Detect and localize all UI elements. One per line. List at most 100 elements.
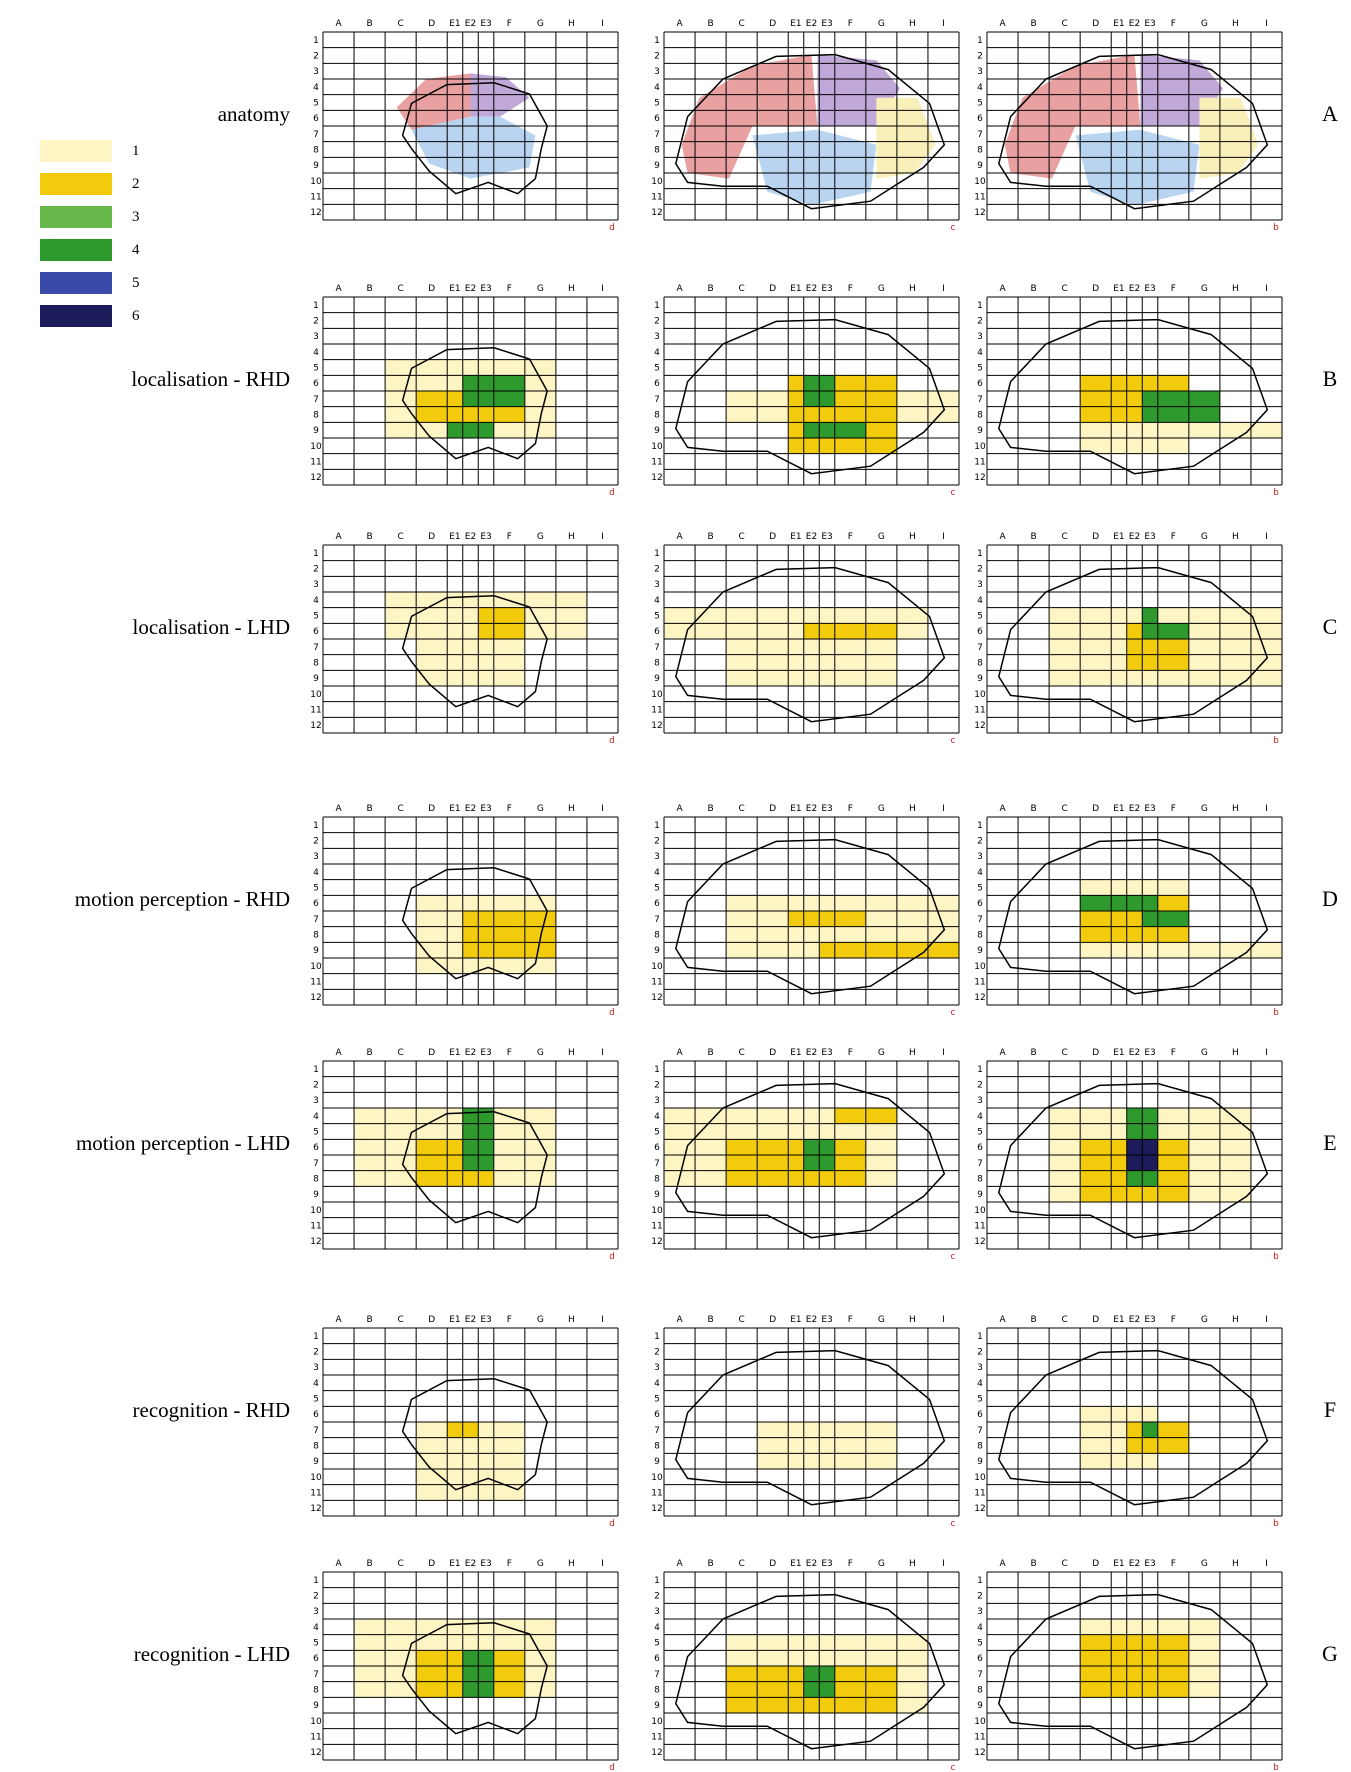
row-number: 3	[654, 332, 660, 342]
row-number: 7	[654, 1159, 660, 1169]
row-number: 12	[310, 1237, 321, 1247]
corner-letter: b	[1273, 1008, 1279, 1018]
col-label: B	[366, 532, 372, 542]
col-label: A	[335, 1315, 342, 1325]
row-number: 4	[977, 83, 983, 93]
row-number: 2	[977, 1081, 983, 1091]
row-number: 3	[313, 1607, 319, 1617]
col-label: B	[1030, 1315, 1036, 1325]
row-number: 5	[977, 364, 983, 374]
col-label: I	[1265, 1048, 1268, 1058]
col-label: H	[568, 284, 575, 294]
row-number: 4	[654, 348, 660, 358]
col-label: D	[1092, 532, 1099, 542]
row-number: 4	[654, 1379, 660, 1389]
col-label: A	[999, 1559, 1006, 1569]
col-label: F	[1171, 19, 1176, 29]
row-number: 12	[651, 208, 662, 218]
row-number: 5	[654, 884, 660, 894]
col-label: D	[428, 804, 435, 814]
legend-swatch	[40, 140, 112, 162]
col-label: E3	[821, 284, 832, 294]
row-number: 10	[310, 1717, 322, 1727]
col-label: A	[999, 804, 1006, 814]
col-label: G	[1201, 532, 1208, 542]
col-label: F	[507, 532, 512, 542]
col-label: H	[1232, 1048, 1239, 1058]
col-label: E2	[1129, 1315, 1140, 1325]
legend-label: 4	[132, 242, 140, 258]
col-label: B	[1030, 1559, 1036, 1569]
col-label: C	[1061, 284, 1067, 294]
col-label: B	[1030, 804, 1036, 814]
row-number: 2	[977, 1592, 983, 1602]
panel: ABCDE1E2E3FGHI123456789101112b	[974, 1559, 1282, 1772]
legend-swatch	[40, 239, 112, 261]
row-number: 5	[977, 884, 983, 894]
col-label: D	[1092, 1315, 1099, 1325]
row-number: 5	[977, 1395, 983, 1405]
row-number: 8	[313, 1442, 319, 1452]
row-number: 4	[313, 1112, 319, 1122]
col-label: D	[769, 804, 776, 814]
col-label: B	[707, 19, 713, 29]
col-label: E2	[465, 804, 476, 814]
panel: ABCDE1E2E3FGHI123456789101112d	[310, 532, 618, 746]
col-label: A	[999, 19, 1006, 29]
row-number: 11	[974, 978, 985, 988]
row-number: 8	[977, 1442, 983, 1452]
col-label: E3	[480, 532, 491, 542]
col-label: G	[537, 532, 544, 542]
row-number: 2	[654, 837, 660, 847]
col-label: F	[507, 1315, 512, 1325]
row-number: 3	[977, 580, 983, 590]
col-label: E2	[1129, 804, 1140, 814]
corner-letter: d	[609, 488, 615, 498]
row-number: 10	[651, 1206, 663, 1216]
row-number: 1	[313, 1576, 319, 1586]
col-label: E2	[465, 284, 476, 294]
col-label: I	[942, 804, 945, 814]
col-label: E3	[480, 19, 491, 29]
col-label: I	[942, 532, 945, 542]
row-number: 1	[313, 1332, 319, 1342]
col-label: A	[676, 804, 683, 814]
col-label: E3	[821, 804, 832, 814]
col-label: E2	[806, 1559, 817, 1569]
row-number: 2	[654, 565, 660, 575]
col-label: B	[1030, 532, 1036, 542]
row-number: 9	[313, 946, 319, 956]
row-label: motion perception - RHD	[75, 887, 290, 911]
col-label: H	[909, 532, 916, 542]
row-label: anatomy	[218, 102, 291, 126]
row-letter: F	[1324, 1397, 1336, 1422]
row-label: localisation - RHD	[131, 367, 290, 391]
row-number: 12	[651, 1504, 662, 1514]
col-label: D	[428, 284, 435, 294]
row-number: 12	[651, 473, 662, 483]
row-label: motion perception - LHD	[76, 1131, 290, 1155]
col-label: F	[1171, 284, 1176, 294]
col-label: H	[568, 1048, 575, 1058]
col-label: A	[676, 284, 683, 294]
corner-letter: b	[1273, 1252, 1279, 1262]
row-number: 6	[654, 627, 660, 637]
row-number: 1	[313, 549, 319, 559]
col-label: H	[909, 1559, 916, 1569]
row-number: 1	[977, 1065, 983, 1075]
col-label: B	[1030, 284, 1036, 294]
col-label: G	[537, 19, 544, 29]
col-label: E2	[465, 19, 476, 29]
col-label: E3	[821, 532, 832, 542]
col-label: F	[507, 1048, 512, 1058]
row-number: 3	[654, 580, 660, 590]
row-number: 9	[313, 1701, 319, 1711]
col-label: D	[769, 1559, 776, 1569]
col-label: E2	[806, 1315, 817, 1325]
panel: ABCDE1E2E3FGHI123456789101112d	[310, 804, 618, 1018]
col-label: D	[1092, 19, 1099, 29]
col-label: A	[335, 804, 342, 814]
panel: ABCDE1E2E3FGHI123456789101112b	[974, 804, 1282, 1018]
col-label: I	[1265, 19, 1268, 29]
col-label: E2	[1129, 19, 1140, 29]
